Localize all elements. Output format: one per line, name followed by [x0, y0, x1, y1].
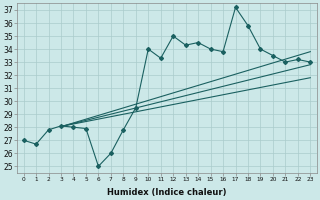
X-axis label: Humidex (Indice chaleur): Humidex (Indice chaleur): [107, 188, 227, 197]
